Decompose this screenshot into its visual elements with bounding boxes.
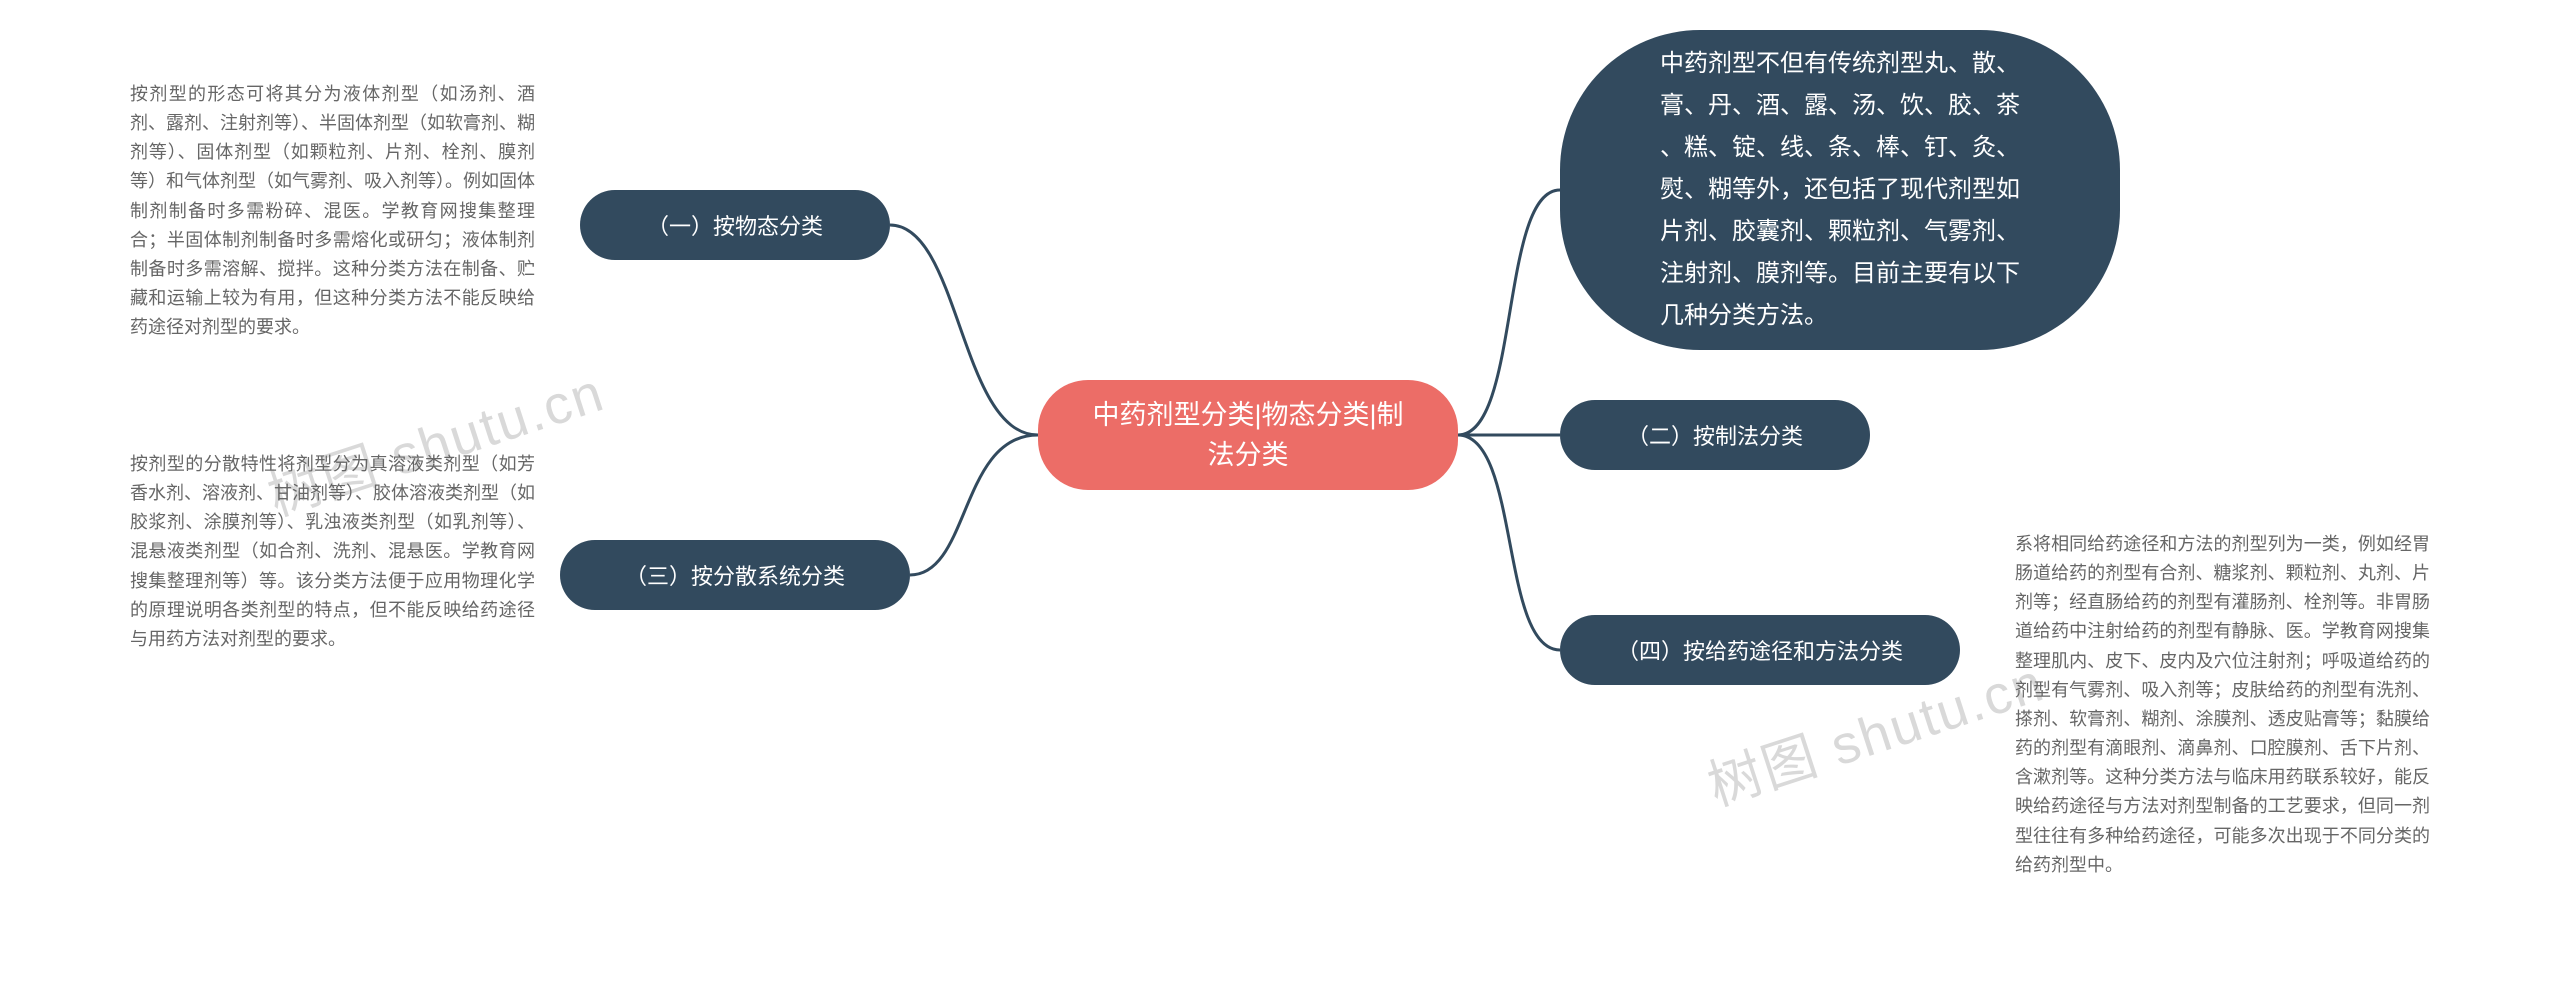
edge-center-b3: [910, 435, 1038, 575]
branch-3[interactable]: （三）按分散系统分类: [560, 540, 910, 610]
edge-center-intro: [1458, 190, 1560, 435]
branch-intro-label: 中药剂型不但有传统剂型丸、散、 膏、丹、酒、露、汤、饮、胶、茶 、糕、锭、线、条…: [1660, 43, 2020, 337]
center-label: 中药剂型分类|物态分类|制 法分类: [1092, 395, 1403, 476]
branch-2-label: （二）按制法分类: [1627, 419, 1803, 451]
center-node[interactable]: 中药剂型分类|物态分类|制 法分类: [1038, 380, 1458, 490]
branch-4[interactable]: （四）按给药途径和方法分类: [1560, 615, 1960, 685]
edge-center-b4: [1458, 435, 1560, 650]
edge-center-b1: [890, 225, 1038, 435]
branch-3-label: （三）按分散系统分类: [625, 559, 845, 591]
desc-b4: 系将相同给药途径和方法的剂型列为一类，例如经胃肠道给药的剂型有合剂、糖浆剂、颗粒…: [2015, 530, 2430, 880]
desc-b1: 按剂型的形态可将其分为液体剂型（如汤剂、酒剂、露剂、注射剂等）、半固体剂型（如软…: [130, 80, 535, 342]
branch-2[interactable]: （二）按制法分类: [1560, 400, 1870, 470]
desc-b3: 按剂型的分散特性将剂型分为真溶液类剂型（如芳香水剂、溶液剂、甘油剂等）、胶体溶液…: [130, 450, 535, 654]
branch-4-label: （四）按给药途径和方法分类: [1617, 634, 1903, 666]
branch-1[interactable]: （一）按物态分类: [580, 190, 890, 260]
branch-intro[interactable]: 中药剂型不但有传统剂型丸、散、 膏、丹、酒、露、汤、饮、胶、茶 、糕、锭、线、条…: [1560, 30, 2120, 350]
branch-1-label: （一）按物态分类: [647, 209, 823, 241]
